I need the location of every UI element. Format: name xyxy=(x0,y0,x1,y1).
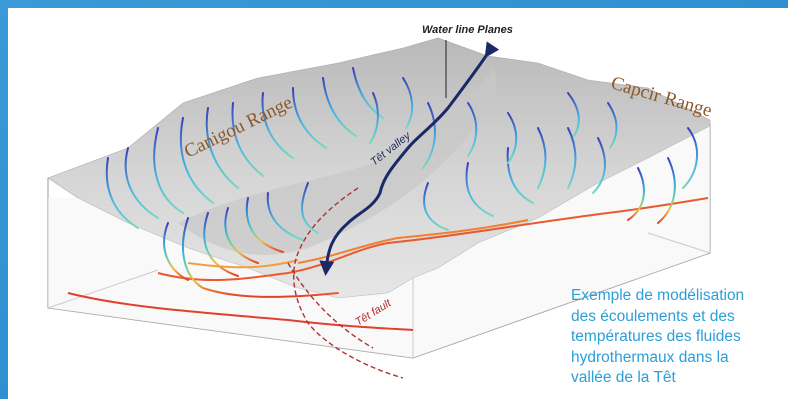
caption-line: hydrothermaux dans la xyxy=(571,348,729,366)
hydrothermal-flow-diagram: Water line Planes Canigou Range Capcir R… xyxy=(47,24,714,379)
tet-valley-flow-arrow xyxy=(319,41,500,276)
block-front-face xyxy=(48,198,413,358)
caption-line: vallée de la Têt xyxy=(571,369,676,386)
valley-trench xyxy=(178,68,497,255)
caption-line: des écoulements et des xyxy=(571,307,735,325)
caption-line: températures des fluides xyxy=(571,328,741,345)
water-line-planes-label: Water line Planes xyxy=(422,24,513,36)
figure-caption: Exemple de modélisation des écoulements … xyxy=(571,286,788,389)
caption-line: Exemple de modélisation xyxy=(571,287,745,304)
block-side-face xyxy=(413,126,710,358)
content-panel: Water line Planes Canigou Range Capcir R… xyxy=(8,8,788,399)
